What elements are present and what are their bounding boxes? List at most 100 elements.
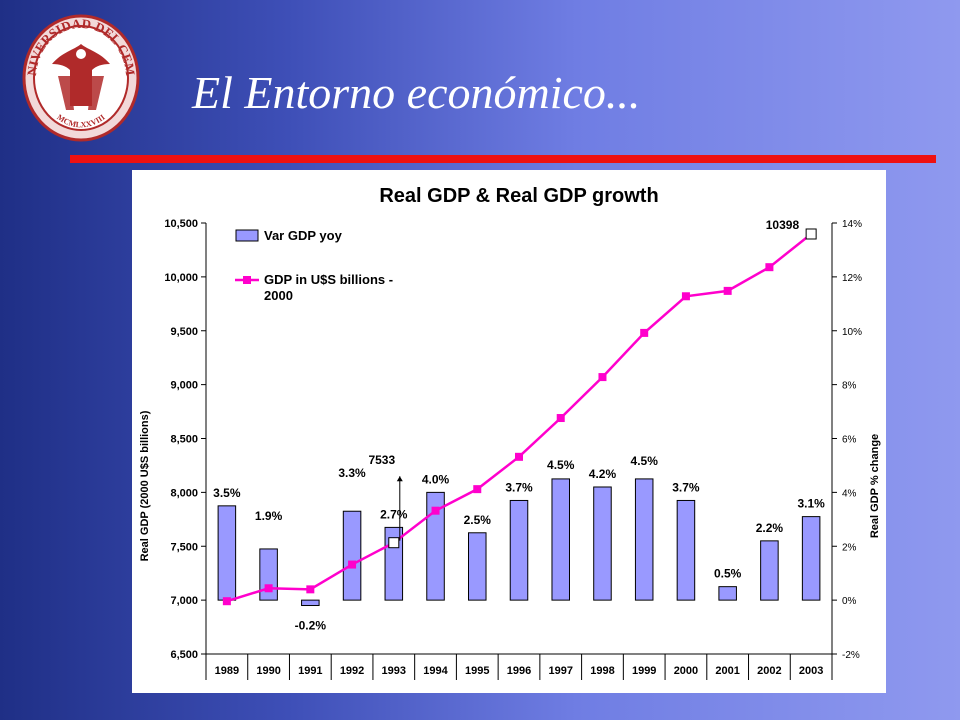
chart-svg: Real GDP & Real GDP growth Real GDP (200… xyxy=(139,185,881,680)
bar-1997 xyxy=(551,478,570,601)
gdp-point-1990 xyxy=(264,584,273,593)
x-tick-label: 1991 xyxy=(298,665,322,677)
y-left-tick-label: 9,000 xyxy=(170,380,198,392)
y-axis-right: -2% 0% 2% 4% 6% 8% 10% 12% 14% xyxy=(831,219,862,661)
x-tick-label: 2000 xyxy=(674,665,698,677)
university-seal-logo: UNIVERSIDAD DEL CEMA MCMLXXVIII xyxy=(22,14,140,142)
title-underline xyxy=(70,155,936,163)
legend-line-marker xyxy=(243,276,251,284)
x-tick-label: 1996 xyxy=(507,665,531,677)
slide-title: El Entorno económico... xyxy=(192,67,641,118)
bar-1999 xyxy=(634,478,654,601)
y-axis-left-label: Real GDP (2000 U$S billions) xyxy=(139,410,151,561)
gdp-point-1999 xyxy=(640,328,649,337)
x-tick-label: 2001 xyxy=(715,665,739,677)
bar-1998 xyxy=(593,486,612,601)
data-labels: 3.5% 1.9% -0.2% 3.3% 2.7% 4.0% 2.5% 3.7% 4.5% 4.2… xyxy=(213,454,825,633)
gdp-point-1994 xyxy=(431,506,440,515)
bar-value-label: 4.0% xyxy=(422,472,450,486)
bar-1992 xyxy=(342,510,362,601)
bar-value-label: 3.1% xyxy=(797,497,825,511)
bar-value-label: -0.2% xyxy=(295,619,327,633)
x-axis: 1989 1990 1991 1992 1993 1994 1995 1996 1997 1998… xyxy=(205,653,833,680)
y-left-tick-label: 8,000 xyxy=(170,487,198,499)
bar-2001 xyxy=(718,586,737,601)
y-left-tick-label: 10,000 xyxy=(164,272,198,284)
gdp-point-2002 xyxy=(765,263,774,272)
annotation-label: 10398 xyxy=(766,218,800,232)
x-tick-label: 1999 xyxy=(632,665,656,677)
y-left-tick-label: 10,500 xyxy=(164,218,198,230)
y-right-tick-label: 12% xyxy=(842,273,862,284)
bar-value-label: 4.5% xyxy=(547,458,575,472)
annotation-marker xyxy=(805,228,817,240)
y-right-tick-label: 10% xyxy=(842,327,862,338)
bar-value-label: 4.2% xyxy=(589,467,617,481)
x-tick-label: 1989 xyxy=(215,665,239,677)
x-tick-label: 2003 xyxy=(799,665,823,677)
bar-2003 xyxy=(801,516,821,601)
gdp-chart: Real GDP & Real GDP growth Real GDP (200… xyxy=(132,170,886,693)
gdp-point-2001 xyxy=(723,286,732,295)
bar-2002 xyxy=(760,540,779,601)
bar-1991 xyxy=(301,599,320,607)
x-tick-label: 1997 xyxy=(548,665,572,677)
y-axis-right-label: Real GDP % change xyxy=(869,434,881,538)
x-tick-label: 1993 xyxy=(382,665,406,677)
bar-value-label: 3.7% xyxy=(505,480,533,494)
x-tick-label: 2002 xyxy=(757,665,781,677)
bar-1990 xyxy=(259,548,278,601)
x-tick-label: 1994 xyxy=(423,665,448,677)
legend-line-label-2: 2000 xyxy=(264,288,293,303)
eagle-icon xyxy=(52,44,110,110)
bar-2000 xyxy=(676,499,696,601)
bar-1989 xyxy=(217,505,237,601)
gdp-point-1989 xyxy=(222,597,231,606)
bar-value-label: 0.5% xyxy=(714,567,742,581)
legend-line-label-1: GDP in U$S billions - xyxy=(264,272,393,287)
x-tick-label: 1990 xyxy=(256,665,280,677)
x-tick-label: 1998 xyxy=(590,665,614,677)
gdp-point-1991 xyxy=(306,585,315,594)
y-left-tick-label: 9,500 xyxy=(170,326,198,338)
y-right-tick-label: 0% xyxy=(842,596,857,607)
annotations: 7533 10398 xyxy=(368,218,817,549)
bar-value-label: 3.3% xyxy=(338,466,366,480)
bar-1994 xyxy=(426,491,445,601)
annotation-label: 7533 xyxy=(368,453,395,467)
bar-value-label: 2.5% xyxy=(464,513,492,527)
bar-value-label: 4.5% xyxy=(631,454,659,468)
bar-1996 xyxy=(509,499,529,601)
bar-value-label: 3.5% xyxy=(213,486,241,500)
chart-title: Real GDP & Real GDP growth xyxy=(379,185,658,207)
gdp-point-1997 xyxy=(556,414,565,423)
y-right-tick-label: 8% xyxy=(842,381,857,392)
y-left-tick-label: 7,500 xyxy=(170,541,198,553)
y-left-tick-label: 7,000 xyxy=(170,595,198,607)
bar-value-label: 3.7% xyxy=(672,480,700,494)
bar-value-label: 2.7% xyxy=(380,507,408,521)
bar-value-label: 2.2% xyxy=(756,521,784,535)
bar-value-label: 1.9% xyxy=(255,509,283,523)
annotation-marker xyxy=(388,537,400,549)
gdp-point-1995 xyxy=(473,485,482,494)
y-axis-left: 6,500 7,000 7,500 8,000 8,500 9,000 9,500 10,00… xyxy=(164,218,207,661)
y-right-tick-label: 6% xyxy=(842,435,857,446)
bar-1995 xyxy=(468,532,487,601)
annotation-arrow-icon xyxy=(396,476,403,482)
gdp-point-1996 xyxy=(515,452,523,461)
y-right-tick-label: -2% xyxy=(842,650,860,661)
x-tick-label: 1995 xyxy=(465,665,489,677)
gdp-point-1992 xyxy=(348,560,357,569)
gdp-point-1998 xyxy=(598,373,607,382)
x-tick-label: 1992 xyxy=(340,665,364,677)
y-right-tick-label: 2% xyxy=(842,542,857,553)
legend-bar-label: Var GDP yoy xyxy=(264,228,343,243)
legend-bar-swatch xyxy=(235,229,259,242)
y-right-tick-label: 14% xyxy=(842,219,862,230)
y-left-tick-label: 6,500 xyxy=(170,649,198,661)
y-right-tick-label: 4% xyxy=(842,488,857,499)
gdp-point-2000 xyxy=(681,292,690,301)
y-left-tick-label: 8,500 xyxy=(170,434,198,446)
legend: Var GDP yoy GDP in U$S billions - 2000 xyxy=(235,228,393,303)
